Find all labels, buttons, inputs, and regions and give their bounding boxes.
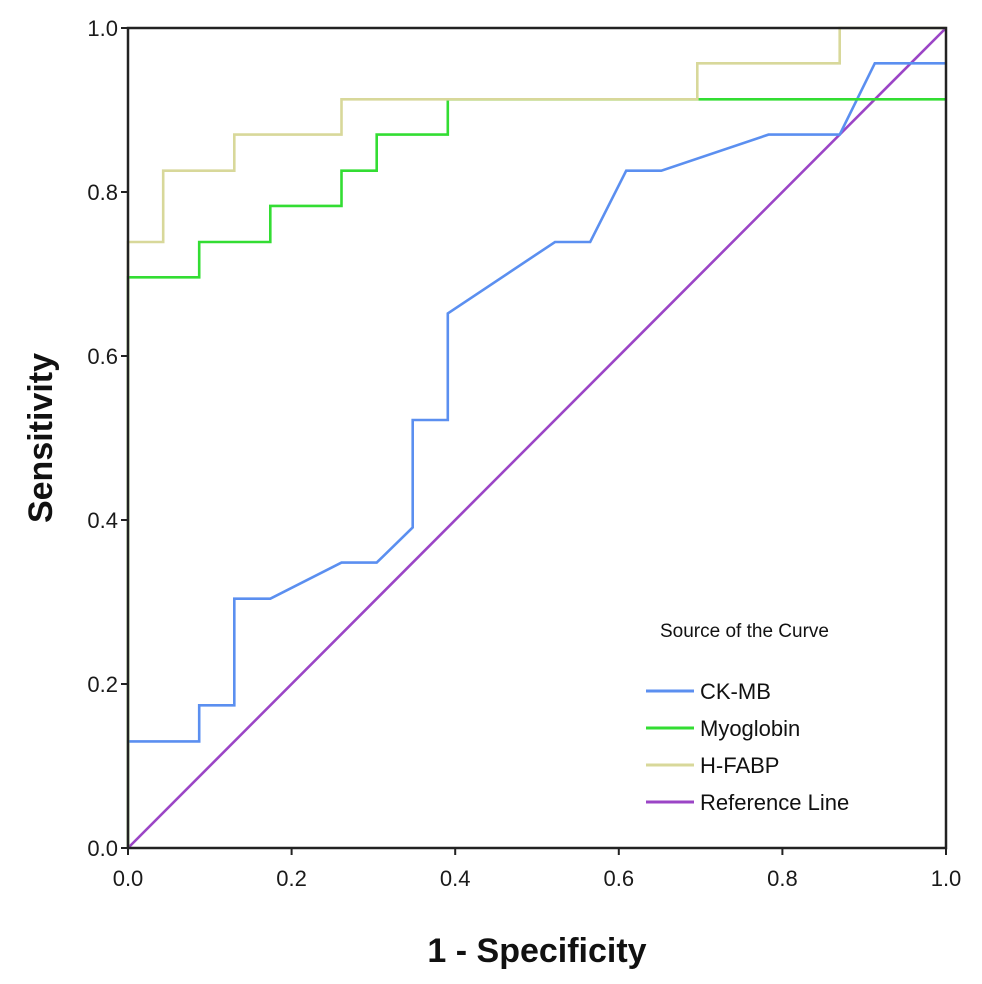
series-line-ck-mb [126,61,946,848]
y-tick-label: 1.0 [87,16,118,41]
series-line-myoglobin [126,98,946,848]
series-layer [126,26,947,849]
x-axis: 0.0 0.2 0.4 0.6 0.8 1.0 [113,848,962,891]
y-tick-label: 0.6 [87,344,118,369]
x-tick-label: 0.2 [276,866,307,891]
legend: Source of the Curve CK-MB Myoglobin H-FABP… [646,621,849,815]
legend-label-h-fabp: H-FABP [700,753,779,778]
y-axis-title: Sensitivity [22,353,60,523]
x-tick-label: 0.6 [604,866,635,891]
legend-label-ck-mb: CK-MB [700,679,771,704]
x-tick-label: 0.4 [440,866,471,891]
series-line-h-fabp [126,26,946,848]
x-tick-label: 0.8 [767,866,798,891]
y-axis: 0.0 0.2 0.4 0.6 0.8 1.0 [87,16,128,861]
y-tick-label: 0.2 [87,672,118,697]
x-axis-title: 1 - Specificity [427,932,646,970]
y-tick-label: 0.0 [87,836,118,861]
legend-title: Source of the Curve [660,621,829,642]
x-tick-label: 1.0 [931,866,962,891]
plot-frame [126,26,948,850]
series-line-reference-line [127,27,947,849]
y-tick-label: 0.8 [87,180,118,205]
x-tick-label: 0.0 [113,866,144,891]
y-tick-label: 0.4 [87,508,118,533]
legend-label-myoglobin: Myoglobin [700,716,800,741]
legend-label-reference-line: Reference Line [700,790,849,815]
